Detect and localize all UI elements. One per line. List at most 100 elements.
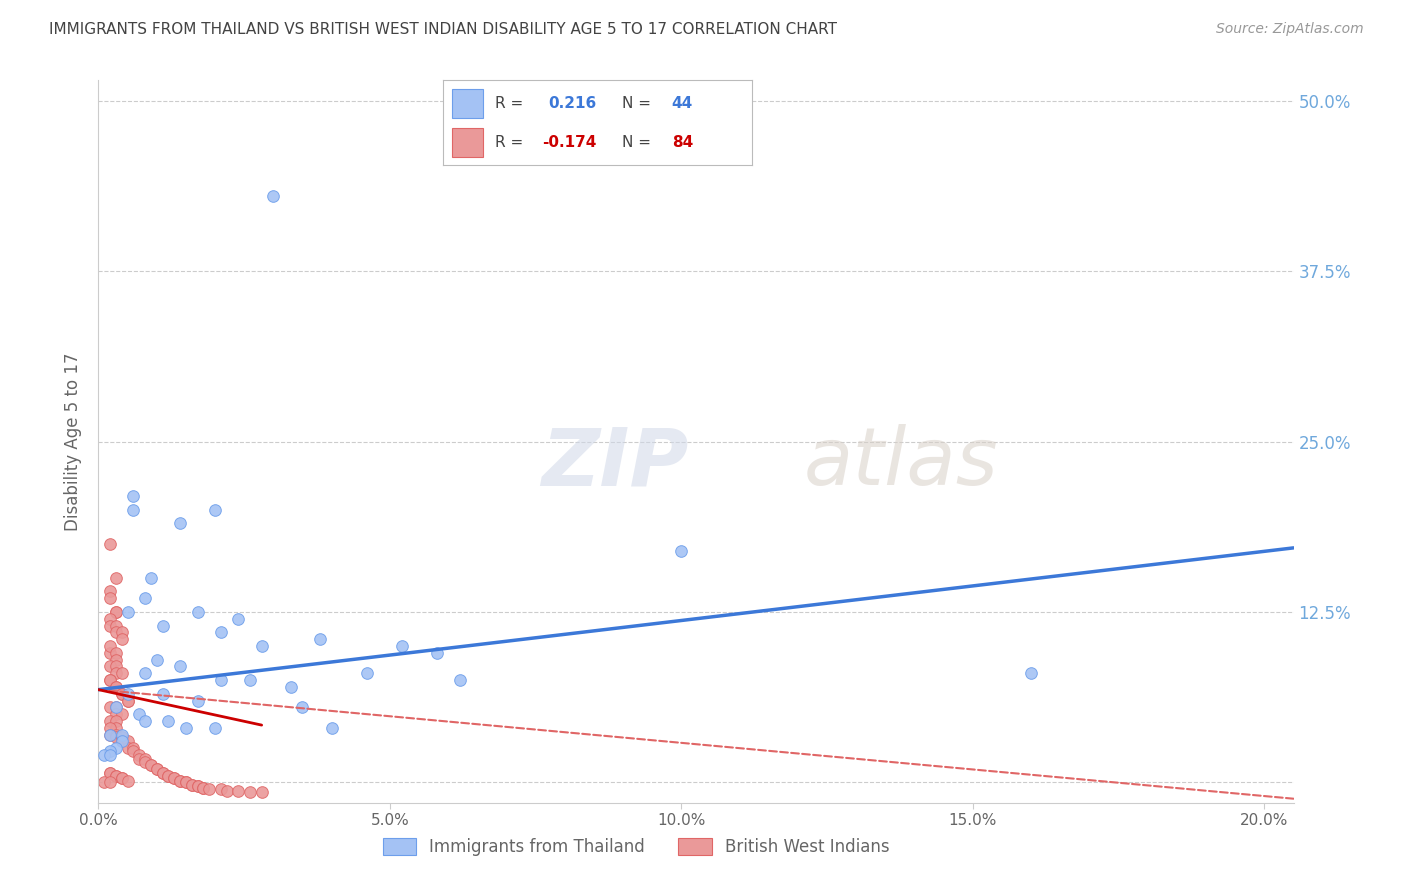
Point <box>122 502 145 516</box>
Point <box>1019 666 1042 681</box>
Point <box>139 571 162 585</box>
FancyBboxPatch shape <box>453 128 484 157</box>
Point <box>111 731 134 745</box>
Point <box>98 765 121 780</box>
Point <box>93 748 115 763</box>
Point <box>111 771 134 785</box>
Y-axis label: Disability Age 5 to 17: Disability Age 5 to 17 <box>65 352 83 531</box>
Point <box>117 693 139 707</box>
Point <box>111 707 134 722</box>
Point <box>209 782 232 797</box>
Point <box>186 780 208 794</box>
Point <box>117 687 139 701</box>
Point <box>98 721 121 735</box>
Point <box>104 707 127 722</box>
Point <box>128 748 150 763</box>
Point <box>152 618 174 632</box>
Text: R =: R = <box>495 135 529 150</box>
Point <box>104 731 127 745</box>
Point <box>209 673 232 687</box>
Point <box>98 618 121 632</box>
Point <box>104 666 127 681</box>
Point <box>104 768 127 782</box>
Point <box>122 741 145 756</box>
Point <box>98 591 121 606</box>
Point <box>98 612 121 626</box>
Point <box>111 687 134 701</box>
Point <box>180 778 202 792</box>
Point <box>134 591 156 606</box>
Point <box>139 757 162 772</box>
Point <box>98 673 121 687</box>
Point <box>117 734 139 748</box>
Text: 84: 84 <box>672 135 693 150</box>
Text: ZIP: ZIP <box>541 425 688 502</box>
Point <box>104 659 127 673</box>
Point <box>228 783 250 797</box>
Point <box>425 646 447 660</box>
Point <box>209 625 232 640</box>
Point <box>104 680 127 694</box>
Point <box>111 734 134 748</box>
Point <box>104 700 127 714</box>
Point <box>180 778 202 792</box>
Point <box>98 659 121 673</box>
Point <box>98 537 121 551</box>
Point <box>174 721 197 735</box>
Point <box>174 775 197 789</box>
Point <box>250 785 273 799</box>
Point <box>98 700 121 714</box>
Point <box>157 714 180 728</box>
Point <box>117 741 139 756</box>
Point <box>122 489 145 503</box>
Point <box>321 721 343 735</box>
Point <box>145 653 167 667</box>
Point <box>239 673 262 687</box>
Point <box>98 744 121 758</box>
Point <box>139 757 162 772</box>
Point <box>228 612 250 626</box>
Point <box>145 762 167 776</box>
Point <box>169 659 191 673</box>
Point <box>356 666 378 681</box>
Point <box>239 785 262 799</box>
Point <box>391 639 413 653</box>
Point <box>111 771 134 785</box>
Point <box>309 632 332 647</box>
Point <box>157 768 180 782</box>
Point <box>169 774 191 789</box>
Point <box>117 605 139 619</box>
Point <box>104 605 127 619</box>
Point <box>104 625 127 640</box>
Point <box>134 666 156 681</box>
Point <box>111 632 134 647</box>
Point <box>193 780 215 795</box>
Point <box>93 775 115 789</box>
Point <box>117 774 139 789</box>
Point <box>186 693 208 707</box>
Text: IMMIGRANTS FROM THAILAND VS BRITISH WEST INDIAN DISABILITY AGE 5 TO 17 CORRELATI: IMMIGRANTS FROM THAILAND VS BRITISH WEST… <box>49 22 837 37</box>
Point <box>145 762 167 776</box>
Point <box>134 714 156 728</box>
Point <box>104 721 127 735</box>
Point <box>134 752 156 766</box>
Point <box>104 605 127 619</box>
Point <box>671 543 693 558</box>
Point <box>98 748 121 763</box>
FancyBboxPatch shape <box>453 89 484 118</box>
Point <box>98 646 121 660</box>
Point <box>449 673 471 687</box>
Point <box>186 605 208 619</box>
Point <box>98 728 121 742</box>
Text: Source: ZipAtlas.com: Source: ZipAtlas.com <box>1216 22 1364 37</box>
Point <box>280 680 302 694</box>
Point <box>98 728 121 742</box>
Point <box>111 625 134 640</box>
Point <box>198 782 221 797</box>
Point <box>250 639 273 653</box>
Point <box>128 707 150 722</box>
Point <box>111 666 134 681</box>
Point <box>104 741 127 756</box>
Point <box>104 700 127 714</box>
Point <box>98 765 121 780</box>
